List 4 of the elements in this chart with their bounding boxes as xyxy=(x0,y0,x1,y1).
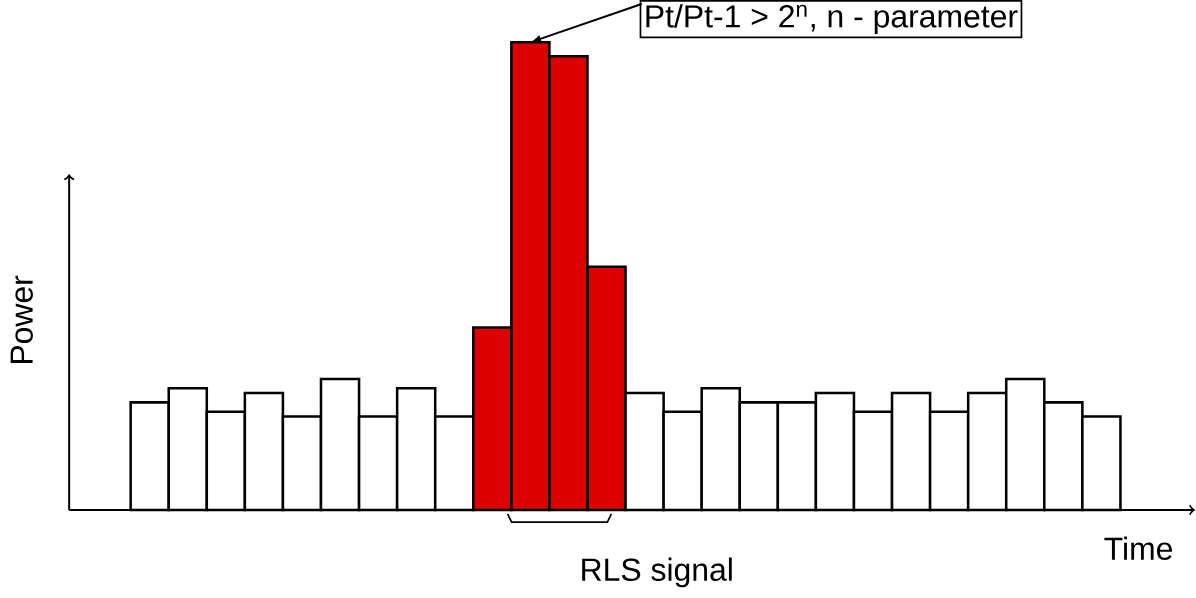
y-axis-title: Power xyxy=(10,275,33,364)
x-axis-title: Time xyxy=(1104,536,1172,560)
text: Pt/Pt-1 > 2$^{n}$, n - parameter xyxy=(646,4,1018,34)
text: RLS signal xyxy=(582,557,732,588)
